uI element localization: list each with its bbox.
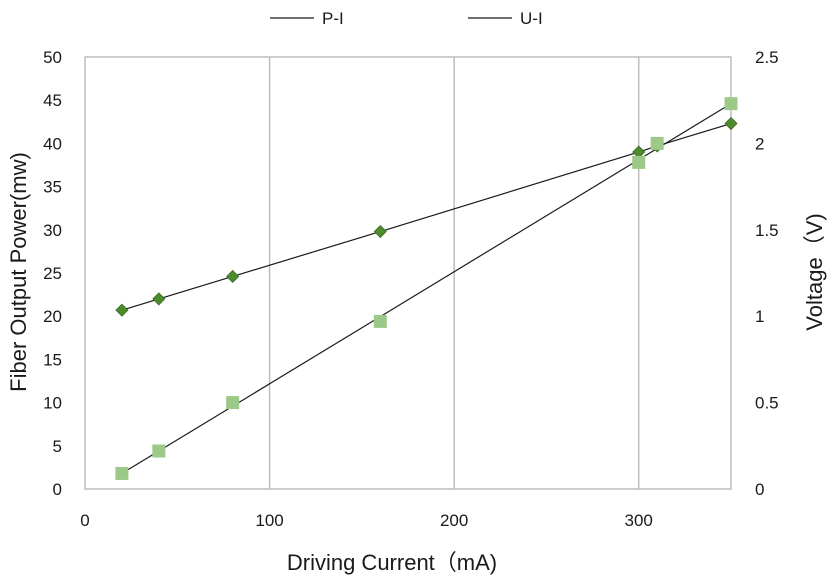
y-left-tick-label: 0 bbox=[53, 480, 62, 499]
y-left-tick-label: 30 bbox=[43, 221, 62, 240]
series-line bbox=[121, 103, 732, 474]
y-right-tick-label: 0.5 bbox=[755, 394, 779, 413]
x-axis-title: Driving Current（mA) bbox=[287, 550, 497, 575]
grid bbox=[84, 56, 732, 490]
x-tick-label: 100 bbox=[255, 511, 283, 530]
x-tick-label: 200 bbox=[440, 511, 468, 530]
legend: P-I U-I bbox=[270, 9, 543, 28]
data-point bbox=[115, 303, 129, 317]
series-u-i bbox=[115, 97, 738, 480]
y-right-tick-label: 1.5 bbox=[755, 221, 779, 240]
y-right-tick-label: 2 bbox=[755, 134, 764, 153]
data-point bbox=[373, 314, 387, 328]
y-left-tick-label: 45 bbox=[43, 91, 62, 110]
data-point bbox=[632, 155, 646, 169]
data-point bbox=[226, 269, 240, 284]
series-layer bbox=[115, 97, 738, 480]
y-left-tick-label: 5 bbox=[53, 437, 62, 456]
legend-label: P-I bbox=[322, 9, 344, 28]
y-right-tick-label: 2.5 bbox=[755, 48, 779, 67]
x-tick-label: 0 bbox=[80, 511, 89, 530]
series-p-i bbox=[115, 116, 738, 317]
data-point bbox=[226, 396, 240, 410]
y-axis-left-title: Fiber Output Power(mw) bbox=[6, 152, 31, 392]
data-point bbox=[650, 136, 664, 150]
data-point bbox=[373, 224, 387, 239]
legend-label: U-I bbox=[520, 9, 543, 28]
y-left-tick-label: 40 bbox=[43, 134, 62, 153]
tick-labels: 0 100 200 300 0 5 10 15 20 25 30 35 40 45 50 0 0.5 1 1.5 2 2… bbox=[43, 48, 779, 530]
y-axis-right-title: Voltage（V) bbox=[802, 213, 827, 330]
y-right-tick-label: 1 bbox=[755, 307, 764, 326]
data-point bbox=[115, 466, 129, 480]
data-point bbox=[724, 116, 738, 131]
y-left-tick-label: 35 bbox=[43, 178, 62, 197]
plot-border bbox=[84, 56, 732, 490]
x-tick-label: 300 bbox=[625, 511, 653, 530]
y-left-tick-label: 10 bbox=[43, 394, 62, 413]
data-point bbox=[724, 97, 738, 111]
y-left-tick-label: 15 bbox=[43, 350, 62, 369]
data-point bbox=[152, 292, 166, 306]
y-left-tick-label: 50 bbox=[43, 48, 62, 67]
y-left-tick-label: 25 bbox=[43, 264, 62, 283]
y-left-tick-label: 20 bbox=[43, 307, 62, 326]
data-point bbox=[152, 444, 166, 458]
y-right-tick-label: 0 bbox=[755, 480, 764, 499]
